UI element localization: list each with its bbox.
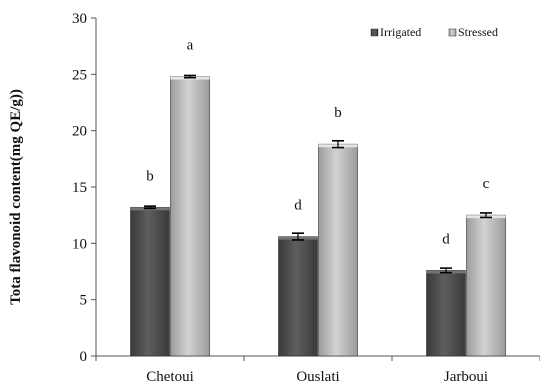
significance-label: b xyxy=(334,105,342,121)
y-tick-label: 10 xyxy=(72,236,87,252)
significance-label: b xyxy=(146,168,154,184)
y-tick-label: 5 xyxy=(80,293,88,309)
y-tick-label: 20 xyxy=(72,124,87,140)
x-tick-label: Ouslati xyxy=(296,369,339,383)
y-tick-label: 30 xyxy=(72,11,87,27)
bars: b d d a b c xyxy=(130,38,506,357)
legend: Irrigated Stressed xyxy=(370,25,498,39)
legend-label-stressed: Stressed xyxy=(458,25,498,39)
x-tick-label: Chetoui xyxy=(146,369,194,383)
bar-irrigated-chetoui xyxy=(130,206,170,357)
x-tick-label: Jarboui xyxy=(444,369,488,383)
y-tick-label: 25 xyxy=(72,67,87,83)
bar-stressed-jarboui xyxy=(466,214,506,357)
significance-label: c xyxy=(483,176,490,192)
legend-swatch-stressed xyxy=(448,28,457,37)
legend-swatch-irrigated xyxy=(370,28,379,37)
significance-label: d xyxy=(294,198,302,214)
bar-irrigated-jarboui xyxy=(426,270,466,357)
legend-label-irrigated: Irrigated xyxy=(380,25,421,39)
y-tick-label: 15 xyxy=(72,180,87,196)
bar-irrigated-ouslati xyxy=(278,236,318,357)
y-axis-title: Tota flavonoid content(mg QE/g)) xyxy=(8,89,24,305)
y-tick-label: 0 xyxy=(80,349,88,365)
bar-stressed-chetoui xyxy=(170,76,210,357)
significance-label: a xyxy=(187,38,194,54)
significance-label: d xyxy=(442,231,450,247)
axes: 0 5 10 15 20 25 30 Chetoui Ouslati Jarboui xyxy=(72,11,540,385)
bar-stressed-ouslati xyxy=(318,143,358,357)
